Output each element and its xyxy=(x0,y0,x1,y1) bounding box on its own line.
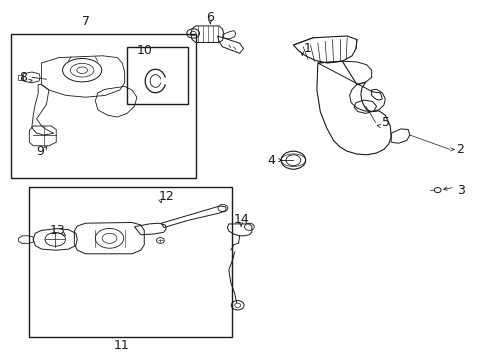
Text: 4: 4 xyxy=(267,154,275,167)
Text: 6: 6 xyxy=(206,11,214,24)
Text: 5: 5 xyxy=(382,116,389,129)
Text: 8: 8 xyxy=(19,71,27,84)
Text: 3: 3 xyxy=(456,184,464,197)
Text: 2: 2 xyxy=(455,143,463,156)
Text: 14: 14 xyxy=(233,213,248,226)
Text: 10: 10 xyxy=(136,44,152,57)
Text: 1: 1 xyxy=(304,42,311,55)
Text: 11: 11 xyxy=(113,339,129,352)
Text: 7: 7 xyxy=(81,15,89,28)
Text: 13: 13 xyxy=(50,224,65,237)
Text: 12: 12 xyxy=(158,190,174,203)
Bar xyxy=(11,34,195,178)
Bar xyxy=(29,187,232,337)
Bar xyxy=(127,47,188,104)
Text: 9: 9 xyxy=(36,145,44,158)
